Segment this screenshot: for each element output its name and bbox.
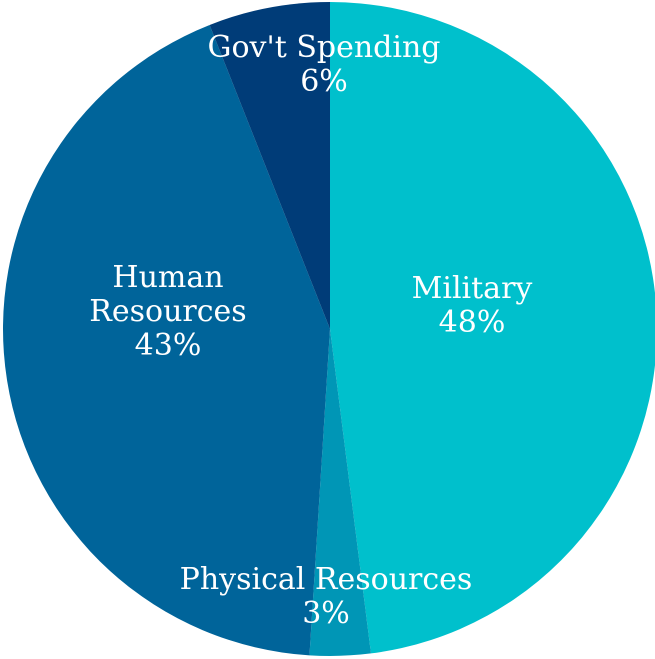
slice-value-label-military: 48% [439, 305, 506, 340]
slice-category-label-gov-t-spending: Gov't Spending [208, 30, 441, 65]
pie-slice-human-resources [2, 24, 330, 656]
pie-slice-physical-resources [309, 329, 371, 656]
slice-category-label-human-resources: Human [112, 260, 223, 295]
slice-value-label-physical-resources: 3% [302, 596, 350, 631]
slice-category-label-physical-resources: Physical Resources [180, 562, 473, 597]
pie-slice-military [330, 2, 655, 654]
slice-category-label-human-resources: Resources [89, 294, 246, 329]
slice-category-label-military: Military [412, 271, 533, 306]
slice-value-label-gov-t-spending: 6% [300, 64, 348, 99]
pie-slice-gov-t-spending [209, 1, 330, 329]
slice-value-label-human-resources: 43% [135, 328, 202, 363]
